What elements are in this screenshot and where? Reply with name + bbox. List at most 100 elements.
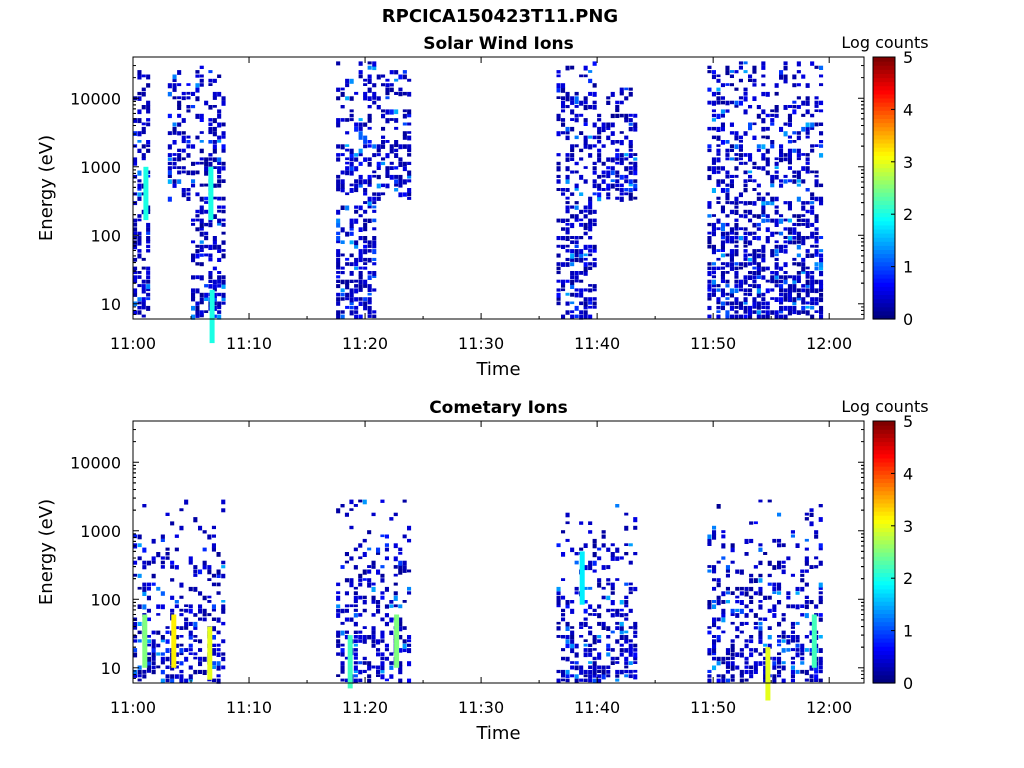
spectrogram-cell bbox=[748, 179, 753, 182]
spectrogram-cell bbox=[340, 678, 345, 682]
spectrogram-cell bbox=[389, 144, 394, 149]
spectrogram-cell bbox=[380, 534, 385, 538]
spectrogram-cell bbox=[344, 617, 349, 622]
spectrogram-cell bbox=[367, 205, 372, 209]
spectrogram-cell bbox=[597, 140, 602, 144]
spectrogram-cell bbox=[583, 310, 588, 315]
spectrogram-cell bbox=[615, 179, 620, 184]
spectrogram-cell bbox=[716, 249, 721, 252]
spectrogram-cell bbox=[570, 600, 575, 604]
spectrogram-cell bbox=[758, 586, 763, 592]
spectrogram-cell bbox=[770, 140, 775, 145]
spectrogram-cell bbox=[633, 196, 638, 200]
spectrogram-cell bbox=[818, 547, 823, 551]
spectrogram-cell bbox=[570, 253, 575, 259]
spectrogram-cell bbox=[353, 630, 358, 634]
spectrogram-cell bbox=[367, 301, 372, 305]
spectrogram-cell bbox=[805, 279, 810, 285]
colorbar-step bbox=[873, 65, 895, 70]
spectrogram-cell bbox=[579, 635, 584, 638]
spectrogram-cell bbox=[363, 179, 368, 185]
spectrogram-cell bbox=[367, 678, 372, 684]
spectrogram-cell bbox=[146, 586, 151, 591]
spectrogram-cell bbox=[195, 275, 200, 280]
spectrogram-cell bbox=[743, 244, 748, 248]
spectrogram-cell bbox=[765, 279, 770, 283]
spectrogram-cell bbox=[367, 257, 372, 263]
spectrogram-cell bbox=[137, 665, 142, 670]
colorbar-step bbox=[873, 461, 895, 467]
spectrogram-cell bbox=[336, 188, 341, 192]
spectrogram-cell bbox=[804, 560, 809, 566]
spectrogram-cell bbox=[752, 96, 757, 101]
spectrogram-cell bbox=[193, 626, 198, 630]
spectrogram-cell bbox=[172, 157, 177, 161]
spectrogram-cell bbox=[402, 70, 407, 74]
spectrogram-cell bbox=[579, 301, 584, 306]
spectrogram-cell bbox=[787, 288, 792, 294]
spectrogram-cell bbox=[615, 174, 620, 178]
spectrogram-cell bbox=[570, 170, 575, 174]
spectrogram-cell bbox=[770, 249, 775, 254]
spectrogram-cell bbox=[385, 91, 390, 96]
spectrogram-cell bbox=[146, 665, 151, 671]
spectrogram-cell bbox=[199, 314, 204, 318]
spectrogram-cell bbox=[174, 643, 179, 648]
spectrogram-cell bbox=[787, 105, 792, 108]
spectrogram-cell bbox=[592, 249, 597, 253]
spectrogram-cell bbox=[349, 166, 354, 171]
spectrogram-cell bbox=[389, 630, 394, 635]
spectrogram-cell bbox=[556, 678, 561, 683]
spectrogram-cell bbox=[743, 188, 748, 193]
spectrogram-cell bbox=[734, 135, 739, 141]
spectrogram-cell bbox=[744, 656, 749, 661]
spectrogram-cell bbox=[819, 122, 824, 126]
spectrogram-cell bbox=[371, 635, 376, 640]
spectrogram-cell bbox=[796, 179, 801, 183]
spectrogram-cell bbox=[204, 196, 209, 201]
spectrogram-cell bbox=[624, 166, 629, 172]
spectrogram-cell bbox=[372, 314, 377, 319]
spectrogram-cell bbox=[389, 604, 394, 608]
spectrogram-cell bbox=[376, 604, 381, 609]
spectrogram-cell bbox=[743, 275, 748, 280]
spectrogram-cell bbox=[749, 648, 754, 652]
spectrogram-cell bbox=[721, 530, 726, 534]
spectrogram-cell bbox=[707, 534, 712, 539]
spectrogram-cell bbox=[734, 209, 739, 215]
colorbar-step bbox=[873, 572, 895, 578]
spectrogram-cell bbox=[758, 626, 763, 631]
spectrogram-cell bbox=[752, 297, 757, 302]
spectrogram-cell bbox=[796, 310, 801, 315]
spectrogram-cell bbox=[181, 118, 186, 123]
spectrogram-cell bbox=[725, 271, 730, 274]
spectrogram-cell bbox=[217, 109, 222, 114]
spectrogram-cell bbox=[362, 661, 367, 665]
spectrogram-cell bbox=[810, 209, 815, 215]
spectrogram-cell bbox=[624, 674, 629, 678]
spectrogram-cell bbox=[739, 608, 744, 614]
spectrogram-cell bbox=[711, 166, 716, 171]
spectrogram-cell bbox=[133, 292, 138, 297]
spectrogram-cell bbox=[208, 118, 213, 122]
spectrogram-cell bbox=[137, 284, 142, 288]
spectrogram-cell bbox=[336, 96, 341, 101]
spectrogram-cell bbox=[184, 626, 189, 630]
spectrogram-cell bbox=[151, 656, 156, 661]
spectrogram-cell bbox=[752, 231, 757, 235]
spectrogram-cell bbox=[565, 218, 570, 222]
spectrogram-cell bbox=[195, 192, 200, 197]
spectrogram-cell bbox=[207, 595, 212, 599]
spectrogram-cell bbox=[353, 643, 358, 647]
y-tick-label: 1000 bbox=[80, 522, 121, 541]
spectrogram-cell bbox=[583, 678, 588, 682]
spectrogram-cell bbox=[198, 608, 203, 614]
spectrogram-cell bbox=[207, 678, 212, 682]
spectrogram-cell bbox=[809, 621, 814, 626]
colorbar-step bbox=[873, 584, 895, 590]
spectrogram-cell bbox=[790, 678, 795, 683]
spectrogram-cell bbox=[624, 153, 629, 157]
colorbar-step bbox=[873, 670, 895, 676]
spectrogram-cell bbox=[772, 608, 777, 612]
spectrogram-cell bbox=[199, 148, 204, 154]
